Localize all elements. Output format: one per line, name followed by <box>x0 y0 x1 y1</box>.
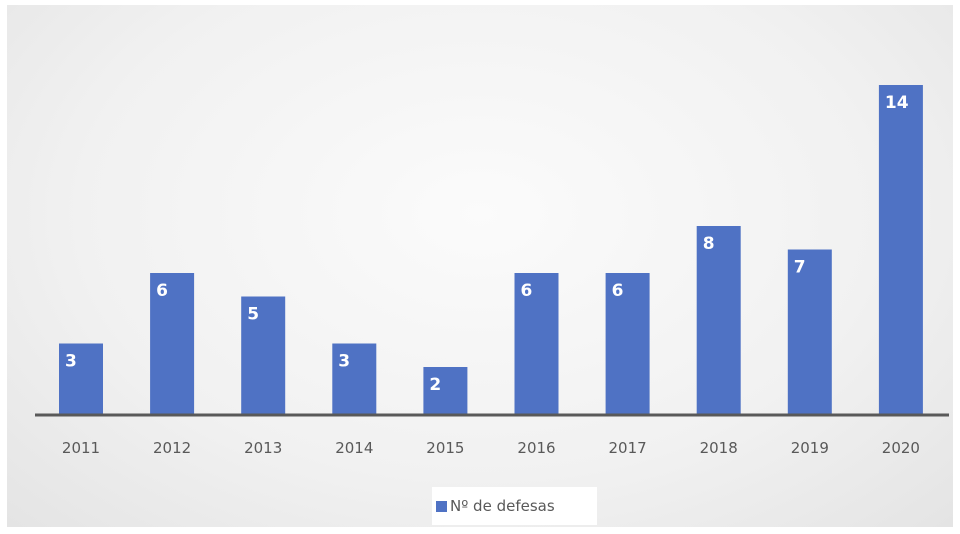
data-label-2014: 3 <box>338 352 350 372</box>
x-tick-label-2013: 2013 <box>244 439 282 457</box>
bar-2015 <box>423 367 468 414</box>
bar-2018 <box>696 226 741 414</box>
data-label-2013: 5 <box>247 305 259 325</box>
x-tick-label-2019: 2019 <box>791 439 829 457</box>
bar-2014 <box>332 343 377 414</box>
x-tick-label-2015: 2015 <box>426 439 464 457</box>
data-label-2019: 7 <box>794 258 806 278</box>
data-label-2015: 2 <box>429 375 441 395</box>
bar-2019 <box>787 249 832 414</box>
x-tick-label-2012: 2012 <box>153 439 191 457</box>
data-label-2017: 6 <box>612 281 624 301</box>
bar-2016 <box>514 273 559 414</box>
data-label-2011: 3 <box>65 352 77 372</box>
x-tick-label-2017: 2017 <box>609 439 647 457</box>
bar-2013 <box>241 296 286 414</box>
bar-2011 <box>59 343 103 414</box>
bar-2017 <box>605 273 650 414</box>
legend-swatch <box>436 500 447 512</box>
x-tick-label-2020: 2020 <box>882 439 920 457</box>
x-tick-label-2018: 2018 <box>700 439 738 457</box>
data-label-2012: 6 <box>156 281 168 301</box>
data-label-2016: 6 <box>521 281 533 301</box>
x-tick-label-2014: 2014 <box>335 439 373 457</box>
data-label-2018: 8 <box>703 234 715 254</box>
x-tick-label-2011: 2011 <box>62 439 100 457</box>
legend: Nº de defesas <box>432 487 597 525</box>
bar-2020 <box>878 85 923 414</box>
bar-2012 <box>150 273 195 414</box>
legend-label: Nº de defesas <box>450 497 555 515</box>
chart-area: 3 2011 6 2012 5 2013 3 2014 2 2015 6 2016 6 2017 8 2018… <box>7 5 953 527</box>
data-label-2020: 14 <box>885 93 909 113</box>
x-tick-label-2016: 2016 <box>517 439 555 457</box>
bar-chart: 3 2011 6 2012 5 2013 3 2014 2 2015 6 2016 6 2017 8 2018… <box>35 85 949 457</box>
